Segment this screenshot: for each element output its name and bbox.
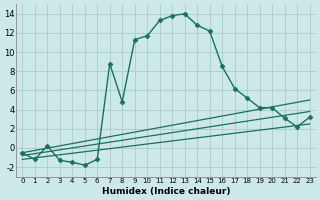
X-axis label: Humidex (Indice chaleur): Humidex (Indice chaleur): [102, 187, 230, 196]
